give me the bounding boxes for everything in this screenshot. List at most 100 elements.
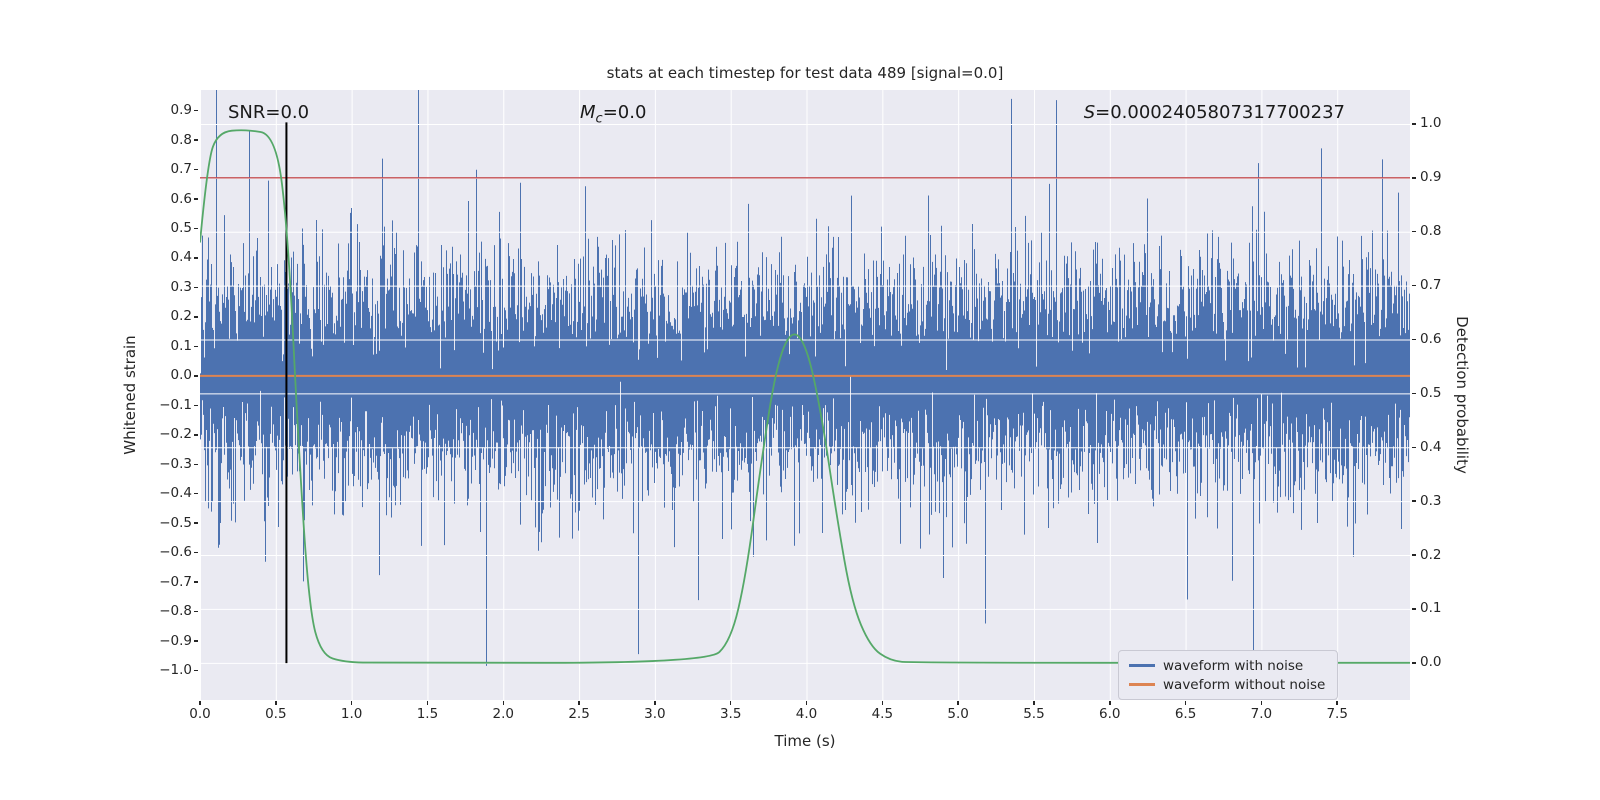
y-tick-mark-right: [1412, 338, 1416, 341]
y-tick-label-right: 0.8: [1420, 223, 1442, 240]
x-tick-mark: [1033, 701, 1035, 705]
y-tick-mark-right: [1412, 230, 1416, 233]
y-tick-mark-right: [1412, 608, 1416, 610]
y-tick-label-left: 0.7: [170, 161, 192, 178]
x-tick-mark: [1260, 701, 1263, 705]
legend-label: waveform with noise: [1163, 657, 1304, 674]
y-tick-mark-left: [194, 198, 198, 200]
x-tick-label: 4.0: [795, 706, 818, 722]
y-tick-mark-left: [194, 375, 198, 377]
y-tick-mark-left: [194, 286, 198, 289]
y-axis-label-left: Whitened strain: [121, 335, 139, 455]
annotation-mc-value: =0.0: [602, 102, 647, 123]
y-tick-mark-left: [194, 345, 198, 348]
y-tick-mark-left: [194, 463, 198, 465]
y-tick-mark-left: [194, 257, 198, 259]
y-tick-mark-left: [194, 227, 198, 230]
x-tick-mark: [502, 701, 504, 705]
y-tick-label-left: −0.2: [159, 426, 192, 443]
y-tick-label-left: 0.0: [170, 367, 192, 384]
x-tick-label: 1.0: [340, 706, 363, 722]
x-tick-mark: [957, 701, 959, 705]
x-tick-label: 2.0: [492, 706, 514, 722]
y-tick-mark-right: [1412, 284, 1416, 287]
y-tick-mark-left: [194, 492, 198, 495]
plot-area: [200, 90, 1410, 700]
annotation-mc-sub: c: [595, 111, 603, 127]
y-tick-mark-left: [194, 640, 198, 642]
y-tick-label-left: −0.7: [159, 573, 192, 590]
x-tick-label: 0.5: [265, 706, 287, 722]
y-tick-label-left: 0.6: [170, 190, 192, 207]
y-tick-mark-right: [1412, 554, 1416, 556]
y-tick-label-right: 0.2: [1420, 546, 1442, 563]
x-tick-label: 5.0: [947, 706, 969, 722]
x-tick-label: 0.0: [189, 706, 211, 722]
x-tick-mark: [275, 701, 277, 705]
x-tick-mark: [881, 701, 884, 705]
x-tick-mark: [578, 701, 580, 705]
y-tick-label-right: 0.1: [1420, 600, 1442, 617]
y-tick-mark-right: [1412, 500, 1416, 502]
legend: waveform with noise waveform without noi…: [1118, 650, 1338, 700]
y-tick-mark-left: [194, 669, 198, 672]
y-tick-label-left: −0.6: [159, 544, 192, 561]
y-tick-label-left: −1.0: [159, 662, 192, 679]
annotation-snr: SNR=0.0: [228, 102, 310, 123]
x-tick-label: 7.5: [1326, 706, 1348, 722]
y-tick-mark-right: [1412, 446, 1416, 449]
legend-label: waveform without noise: [1163, 676, 1326, 693]
y-tick-label-left: 0.2: [170, 308, 192, 325]
y-tick-label-right: 0.5: [1420, 384, 1442, 401]
y-tick-label-right: 1.0: [1420, 115, 1442, 132]
legend-item: waveform with noise: [1129, 656, 1327, 675]
x-tick-label: 6.0: [1099, 706, 1121, 722]
y-tick-mark-left: [194, 581, 198, 583]
y-tick-label-left: −0.4: [159, 485, 192, 502]
y-tick-label-right: 0.3: [1420, 492, 1442, 509]
y-tick-mark-left: [194, 610, 198, 613]
annotation-mc-symbol: M: [580, 102, 596, 123]
x-tick-mark: [805, 701, 808, 705]
x-tick-mark: [1336, 701, 1338, 705]
y-tick-label-left: −0.9: [159, 632, 192, 649]
annotation-s-symbol: S: [1083, 102, 1096, 123]
x-tick-mark: [199, 701, 201, 705]
y-tick-label-left: 0.4: [170, 249, 192, 266]
x-axis-label: Time (s): [774, 732, 836, 750]
y-tick-mark-left: [194, 139, 198, 141]
annotation-s: S=0.0002405807317700237: [1084, 102, 1345, 123]
y-tick-label-left: −0.1: [159, 396, 192, 413]
annotation-s-value: =0.0002405807317700237: [1095, 102, 1345, 123]
y-tick-mark-left: [194, 522, 198, 524]
x-tick-mark: [1109, 701, 1111, 705]
legend-line-waveform-with-noise: [1129, 664, 1155, 667]
chart-title: stats at each timestep for test data 489…: [606, 64, 1004, 82]
y-tick-mark-left: [194, 551, 198, 554]
y-tick-mark-left: [194, 404, 198, 407]
y-tick-label-right: 0.7: [1420, 277, 1442, 294]
y-tick-label-right: 0.6: [1420, 330, 1442, 347]
y-tick-label-left: 0.9: [170, 102, 192, 119]
y-tick-label-right: 0.4: [1420, 438, 1442, 455]
y-tick-label-left: −0.5: [159, 514, 192, 531]
y-tick-mark-right: [1412, 123, 1416, 125]
y-tick-label-left: 0.3: [170, 278, 192, 295]
y-tick-mark-right: [1412, 392, 1416, 395]
x-tick-mark: [426, 701, 429, 705]
x-tick-label: 7.0: [1250, 706, 1273, 722]
legend-line-waveform-without-noise: [1129, 683, 1155, 686]
y-tick-mark-left: [194, 434, 198, 436]
y-tick-mark-left: [194, 316, 198, 318]
x-tick-mark: [350, 701, 353, 705]
x-tick-label: 3.5: [719, 706, 742, 722]
y-tick-label-right: 0.9: [1420, 169, 1442, 186]
y-tick-mark-left: [194, 168, 198, 171]
y-tick-label-left: 0.8: [170, 131, 192, 148]
annotation-mc: Mc=0.0: [580, 102, 646, 127]
y-tick-mark-right: [1412, 662, 1416, 664]
y-tick-mark-left: [194, 109, 198, 112]
x-tick-label: 3.0: [644, 706, 666, 722]
x-tick-label: 5.5: [1023, 706, 1045, 722]
